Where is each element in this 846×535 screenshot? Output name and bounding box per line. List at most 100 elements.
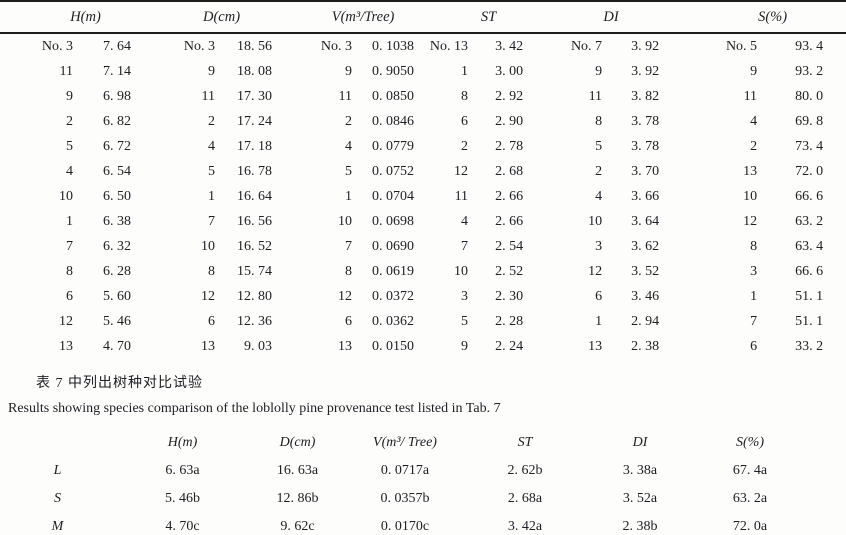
column-header: S(%) bbox=[736, 434, 764, 450]
table-row: 5 6. 72 4 17. 18 4 0. 0779 2 2. 78 5 3. 78 2 73. 4 bbox=[0, 134, 846, 159]
value-cell: 3. 66 bbox=[631, 189, 660, 204]
comparison-table-header-row: H(m) D(cm) V(m³/ Tree) ST DI S(%) bbox=[0, 428, 846, 457]
provenance-no-cell: 4 bbox=[345, 139, 353, 154]
provenance-no-cell: 5 bbox=[345, 164, 353, 179]
value-cell: 12. 36 bbox=[237, 314, 273, 329]
spacer-cell bbox=[805, 513, 846, 535]
provenance-no-cell: 2 bbox=[595, 164, 603, 179]
provenance-no-cell: 1 bbox=[208, 189, 216, 204]
value-cell: 3. 64 bbox=[631, 214, 660, 229]
provenance-no-cell: 1 bbox=[66, 214, 73, 229]
value-cell: 0. 0362 bbox=[372, 314, 415, 329]
table-caption-zh: 表 7 中列出树种对比试验 bbox=[36, 376, 203, 391]
table-row: 10 6. 50 1 16. 64 1 0. 0704 11 2. 66 4 3. 66 10 66.… bbox=[0, 184, 846, 209]
provenance-no-cell: 13 bbox=[201, 339, 216, 354]
value-cell: 2. 62b bbox=[507, 463, 543, 478]
value-cell: 3. 46 bbox=[631, 289, 660, 304]
provenance-no-cell: 10 bbox=[201, 239, 216, 254]
provenance-no-cell: 11 bbox=[201, 89, 216, 104]
column-header: H(m) bbox=[0, 1, 132, 34]
value-cell: 16. 78 bbox=[237, 164, 273, 179]
value-cell: 2. 24 bbox=[495, 339, 524, 354]
value-cell: 3. 78 bbox=[631, 114, 660, 129]
value-cell: 5. 46 bbox=[103, 314, 132, 329]
provenance-no-cell: No. 13 bbox=[429, 39, 469, 54]
value-cell: 2. 90 bbox=[495, 114, 524, 129]
provenance-no-cell: 11 bbox=[59, 64, 73, 79]
value-cell: 17. 30 bbox=[237, 89, 273, 104]
value-cell: 18. 56 bbox=[237, 39, 273, 54]
value-cell: 2. 68 bbox=[495, 164, 524, 179]
column-header: V(m³/ Tree) bbox=[373, 434, 437, 450]
column-header: S(%) bbox=[659, 1, 846, 34]
provenance-no-cell: 6 bbox=[208, 314, 216, 329]
table-caption-en: Results showing species comparison of th… bbox=[8, 401, 501, 416]
provenance-no-cell: 8 bbox=[461, 89, 469, 104]
provenance-no-cell: 3 bbox=[595, 239, 603, 254]
table-row: 4 6. 54 5 16. 78 5 0. 0752 12 2. 68 2 3. 70 13 72. … bbox=[0, 159, 846, 184]
provenance-no-cell: 11 bbox=[338, 89, 353, 104]
value-cell: 93. 2 bbox=[795, 64, 824, 79]
provenance-no-cell: 5 bbox=[66, 139, 73, 154]
provenance-no-cell: 6 bbox=[345, 314, 353, 329]
value-cell: 4. 70c bbox=[165, 519, 200, 534]
value-cell: 2. 78 bbox=[495, 139, 524, 154]
provenance-no-cell: 2 bbox=[208, 114, 216, 129]
value-cell: 6. 54 bbox=[103, 164, 132, 179]
value-cell: 3. 92 bbox=[631, 39, 660, 54]
value-cell: 2. 66 bbox=[495, 214, 524, 229]
provenance-no-cell: 7 bbox=[66, 239, 73, 254]
value-cell: 4. 70 bbox=[103, 339, 132, 354]
provenance-no-cell: 2 bbox=[461, 139, 469, 154]
value-cell: 63. 4 bbox=[795, 239, 824, 254]
provenance-no-cell: 6 bbox=[66, 289, 73, 304]
table-row: 13 4. 70 13 9. 03 13 0. 0150 9 2. 24 13 2. 38 6 33.… bbox=[0, 334, 846, 359]
table-row: 2 6. 82 2 17. 24 2 0. 0846 6 2. 90 8 3. 78 4 69. 8 bbox=[0, 109, 846, 134]
value-cell: 0. 0698 bbox=[372, 214, 415, 229]
table-row: S 5. 46b 12. 86b 0. 0357b 2. 68a 3. 52a 63. 2a bbox=[0, 485, 846, 513]
provenance-no-cell: 7 bbox=[345, 239, 353, 254]
table-row: M 4. 70c 9. 62c 0. 0170c 3. 42a 2. 38b 72. 0a bbox=[0, 513, 846, 535]
provenance-no-cell: 6 bbox=[750, 339, 758, 354]
value-cell: 7. 14 bbox=[103, 64, 132, 79]
provenance-no-cell: 4 bbox=[461, 214, 469, 229]
column-header: D(cm) bbox=[279, 434, 316, 450]
value-cell: 0. 0704 bbox=[372, 189, 415, 204]
table-row: 11 7. 14 9 18. 08 9 0. 9050 1 3. 00 9 3. 92 9 93. 2 bbox=[0, 59, 846, 84]
provenance-no-cell: 4 bbox=[208, 139, 216, 154]
spacer-cell bbox=[805, 485, 846, 513]
value-cell: 80. 0 bbox=[795, 89, 824, 104]
provenance-no-cell: No. 3 bbox=[320, 39, 353, 54]
provenance-no-cell: No. 7 bbox=[570, 39, 603, 54]
value-cell: 0. 0850 bbox=[372, 89, 415, 104]
provenance-no-cell: No. 5 bbox=[725, 39, 758, 54]
comparison-table-body: L 6. 63a 16. 63a 0. 0717a 2. 62b 3. 38a 67. 4a… bbox=[0, 457, 846, 535]
value-cell: 2. 52 bbox=[495, 264, 524, 279]
provenance-no-cell: 5 bbox=[461, 314, 469, 329]
value-cell: 63. 2 bbox=[795, 214, 824, 229]
value-cell: 7. 64 bbox=[103, 39, 132, 54]
provenance-no-cell: 4 bbox=[66, 164, 73, 179]
value-cell: 6. 98 bbox=[103, 89, 132, 104]
value-cell: 3. 42 bbox=[495, 39, 524, 54]
provenance-no-cell: No. 3 bbox=[183, 39, 216, 54]
table-row: No. 3 7. 64 No. 3 18. 56 No. 3 0. 1038 No. 13 3… bbox=[0, 33, 846, 59]
value-cell: 51. 1 bbox=[795, 289, 824, 304]
value-cell: 33. 2 bbox=[795, 339, 824, 354]
value-cell: 2. 30 bbox=[495, 289, 524, 304]
provenance-no-cell: 2 bbox=[345, 114, 353, 129]
provenance-no-cell: 13 bbox=[743, 164, 758, 179]
provenance-no-cell: 9 bbox=[750, 64, 758, 79]
provenance-no-cell: 13 bbox=[338, 339, 353, 354]
spacer-header bbox=[805, 428, 846, 457]
value-cell: 0. 0619 bbox=[372, 264, 415, 279]
column-header: ST bbox=[517, 434, 533, 450]
value-cell: 0. 1038 bbox=[372, 39, 415, 54]
provenance-no-cell: 7 bbox=[750, 314, 758, 329]
value-cell: 12. 86b bbox=[276, 491, 319, 506]
column-header: D(cm) bbox=[131, 1, 273, 34]
value-cell: 66. 6 bbox=[795, 189, 824, 204]
provenance-no-cell: 13 bbox=[588, 339, 603, 354]
provenance-no-cell: 12 bbox=[588, 264, 603, 279]
